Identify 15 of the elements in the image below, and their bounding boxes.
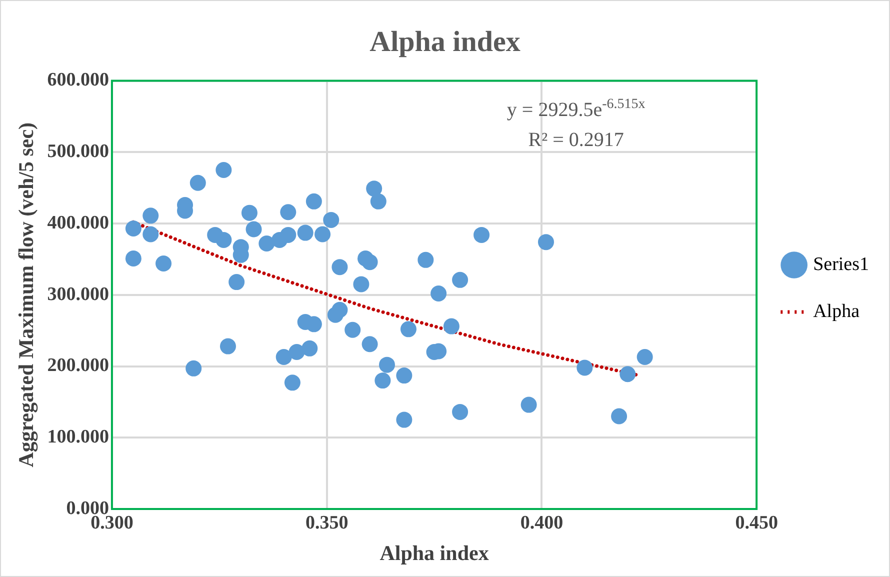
x-tick-label: 0.400: [520, 512, 564, 534]
y-tick-label: 600.000: [47, 70, 109, 91]
chart-title: Alpha index: [370, 26, 521, 58]
legend-label: Series1: [813, 254, 870, 275]
legend-label: Alpha: [813, 300, 860, 322]
annotation: R² = 0.2917: [528, 128, 624, 151]
y-axis-title: Aggregated Maximum flow (veh/5 sec): [14, 122, 38, 468]
y-tick-label: 400.000: [47, 212, 109, 234]
y-tick-label: 300.000: [47, 284, 109, 305]
y-tick-label: 200.000: [47, 355, 109, 376]
x-tick-label: 0.450: [735, 512, 778, 534]
y-tick-label: 100.000: [47, 426, 109, 448]
x-tick-label: 0.350: [305, 512, 348, 534]
y-tick-label: 500.000: [47, 141, 109, 162]
x-axis-title: Alpha index: [380, 540, 490, 565]
